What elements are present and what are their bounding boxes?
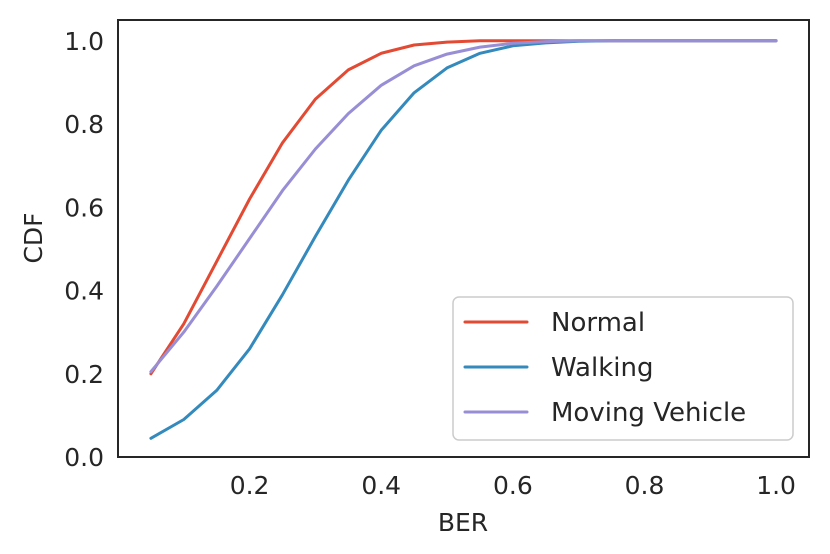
x-tick-label: 0.4: [361, 471, 401, 500]
y-axis-ticks: 0.0 0.2 0.4 0.6 0.8 1.0: [64, 27, 104, 472]
legend: Normal Walking Moving Vehicle: [452, 296, 794, 441]
series-line-moving-vehicle: [149, 39, 778, 374]
x-tick-label: 1.0: [756, 471, 796, 500]
y-tick-label: 0.8: [64, 110, 104, 139]
y-tick-label: 0.0: [64, 443, 104, 472]
series-lines: [149, 39, 778, 440]
y-tick-label: 0.6: [64, 193, 104, 222]
x-axis-ticks: 0.2 0.4 0.6 0.8 1.0: [230, 471, 796, 500]
y-tick-label: 0.4: [64, 277, 104, 306]
legend-label: Moving Vehicle: [551, 398, 746, 428]
legend-label: Walking: [551, 353, 653, 383]
y-tick-label: 0.2: [64, 360, 104, 389]
y-axis-label: CDF: [19, 212, 48, 263]
y-tick-label: 1.0: [64, 27, 104, 56]
legend-label: Normal: [551, 308, 645, 338]
x-tick-label: 0.6: [493, 471, 533, 500]
legend-box: [452, 296, 794, 441]
x-tick-label: 0.2: [230, 471, 270, 500]
x-axis-label: BER: [438, 508, 488, 537]
x-tick-label: 0.8: [625, 471, 665, 500]
plot-frame: [117, 19, 810, 458]
